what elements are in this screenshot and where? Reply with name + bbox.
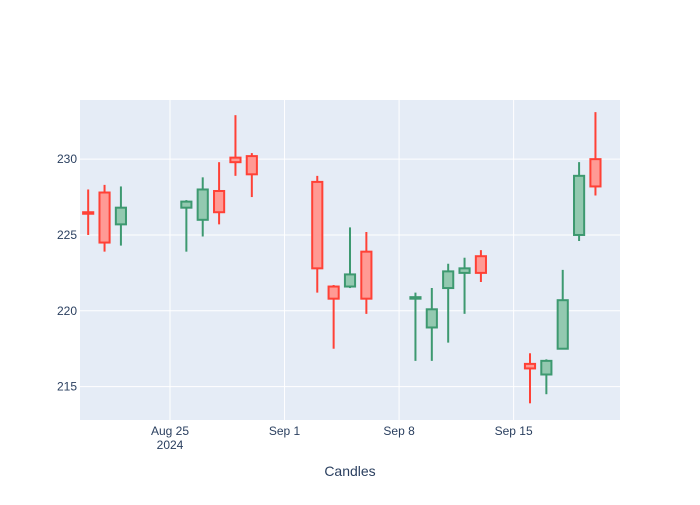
x-tick-label: Aug 25	[151, 424, 189, 438]
candle-increasing	[196, 177, 209, 237]
candle-increasing	[343, 227, 357, 289]
candles	[82, 112, 602, 404]
candle-body	[360, 250, 373, 300]
candle-decreasing	[245, 153, 258, 198]
x-tick-label: Sep 8	[383, 424, 415, 438]
candle-body	[573, 174, 586, 236]
candle-increasing	[540, 359, 553, 395]
candle-body	[556, 299, 569, 350]
candle-decreasing	[213, 162, 226, 225]
candle-body	[474, 255, 487, 274]
x-tick-label: Sep 15	[495, 424, 533, 438]
candle-body	[311, 180, 324, 270]
candle-body	[229, 156, 242, 164]
candle-body	[327, 285, 340, 300]
candle-body	[343, 273, 357, 288]
candle-body	[442, 270, 455, 290]
candle-increasing	[556, 269, 569, 350]
y-tick-label: 220	[57, 304, 77, 318]
candle-body	[98, 191, 111, 244]
candle-increasing	[573, 162, 586, 242]
candle-increasing	[180, 200, 193, 252]
candle-body	[523, 362, 537, 370]
candle-body	[196, 188, 209, 221]
candle-body	[114, 206, 127, 226]
candle-increasing	[114, 186, 127, 246]
candle-decreasing	[589, 112, 602, 196]
candle-body	[540, 359, 553, 376]
candle-increasing	[442, 263, 455, 343]
candle-body	[425, 308, 438, 329]
y-axis-ticks: 215 220 225 230	[57, 152, 77, 393]
x-axis-title: Candles	[324, 463, 375, 479]
x-tick-year-label: 2024	[157, 438, 184, 452]
candle-decreasing	[360, 231, 373, 314]
candle-body	[589, 158, 602, 188]
candle-body	[458, 267, 471, 274]
candle-decreasing	[98, 184, 111, 252]
candle-increasing	[409, 292, 422, 361]
candle-increasing	[458, 257, 471, 314]
candle-decreasing	[229, 115, 242, 176]
y-tick-label: 215	[57, 380, 77, 394]
y-tick-label: 230	[57, 152, 77, 166]
x-tick-label: Sep 1	[269, 424, 301, 438]
candle-decreasing	[82, 189, 95, 235]
candle-body	[245, 155, 258, 176]
candle-body	[82, 211, 95, 215]
candle-decreasing	[523, 353, 537, 404]
candle-decreasing	[474, 250, 487, 282]
y-tick-label: 225	[57, 228, 77, 242]
candle-increasing	[425, 288, 438, 361]
candle-body	[409, 296, 422, 300]
candle-body	[213, 189, 226, 214]
candle-decreasing	[327, 285, 340, 349]
candle-body	[180, 200, 193, 209]
candle-decreasing	[311, 175, 324, 293]
